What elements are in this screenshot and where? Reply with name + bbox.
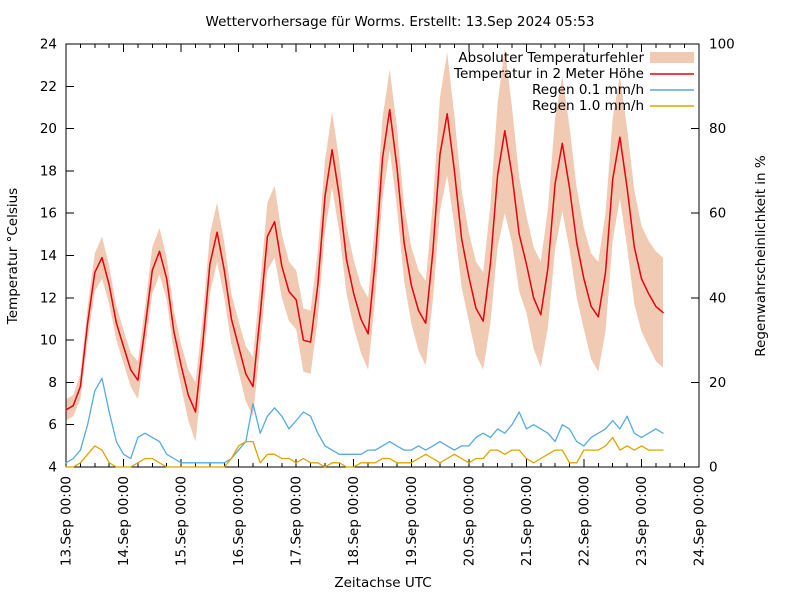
temperature-2m-line <box>65 108 664 413</box>
y-axis-label-left: Temperatur °Celsius <box>5 188 21 325</box>
y-right-tick-label: 80 <box>709 121 726 137</box>
legend: Absoluter Temperaturfehler Temperatur in… <box>453 50 694 114</box>
x-tick-label: 20.Sep 00:00 <box>461 476 477 566</box>
y-right-tick-label: 20 <box>709 375 726 391</box>
plot-border <box>65 43 700 468</box>
legend-item-error-band: Absoluter Temperaturfehler <box>458 50 694 66</box>
y-left-tick-label: 20 <box>40 121 57 137</box>
x-tick-label: 14.Sep 00:00 <box>116 476 132 566</box>
y-left-tick-label: 14 <box>40 248 57 264</box>
axis-ticks <box>65 43 700 468</box>
y-left-tick-label: 22 <box>40 79 57 95</box>
x-tick-label: 17.Sep 00:00 <box>289 476 305 566</box>
x-tick-label: 13.Sep 00:00 <box>59 476 75 566</box>
legend-item-rain-01: Regen 0.1 mm/h <box>532 82 694 98</box>
y-left-tick-label: 4 <box>48 460 57 476</box>
x-tick-label: 24.Sep 00:00 <box>692 476 708 566</box>
x-tick-label: 18.Sep 00:00 <box>346 476 362 566</box>
chart-title: Wettervorhersage für Worms. Erstellt: 13… <box>206 14 595 30</box>
y-right-tick-label: 40 <box>709 290 726 306</box>
legend-label-temperature: Temperatur in 2 Meter Höhe <box>453 66 644 82</box>
x-tick-label: 22.Sep 00:00 <box>576 476 592 566</box>
y-axis-label-right: Regenwahrscheinlichkeit in % <box>753 155 769 357</box>
legend-item-rain-10: Regen 1.0 mm/h <box>532 98 694 114</box>
x-tick-label: 21.Sep 00:00 <box>519 476 535 566</box>
y-left-tick-label: 18 <box>40 163 57 179</box>
legend-label-error-band: Absoluter Temperaturfehler <box>458 50 644 66</box>
y-left-tick-label: 6 <box>48 417 57 433</box>
y-left-tick-label: 16 <box>40 206 57 222</box>
x-tick-label: 15.Sep 00:00 <box>174 476 190 566</box>
y-right-tick-label: 60 <box>709 206 726 222</box>
y-left-tick-label: 12 <box>40 290 57 306</box>
y-left-tick-label: 24 <box>40 37 57 53</box>
legend-label-rain-10: Regen 1.0 mm/h <box>532 98 644 114</box>
y-left-tick-label: 10 <box>40 333 57 349</box>
temperature-error-band <box>66 48 663 442</box>
y-right-tick-label: 0 <box>709 460 718 476</box>
rain-10-mmh-line <box>65 436 664 468</box>
x-tick-label: 16.Sep 00:00 <box>231 476 247 566</box>
x-tick-label: 23.Sep 00:00 <box>634 476 650 566</box>
y-right-tick-label: 100 <box>709 37 735 53</box>
legend-label-rain-01: Regen 0.1 mm/h <box>532 82 644 98</box>
x-axis-label: Zeitachse UTC <box>334 575 431 591</box>
rain-01-mmh-line <box>65 377 664 464</box>
legend-swatch-error-band <box>650 52 694 63</box>
legend-item-temperature: Temperatur in 2 Meter Höhe <box>453 66 694 82</box>
y-left-tick-label: 8 <box>48 375 57 391</box>
x-tick-label: 19.Sep 00:00 <box>404 476 420 566</box>
